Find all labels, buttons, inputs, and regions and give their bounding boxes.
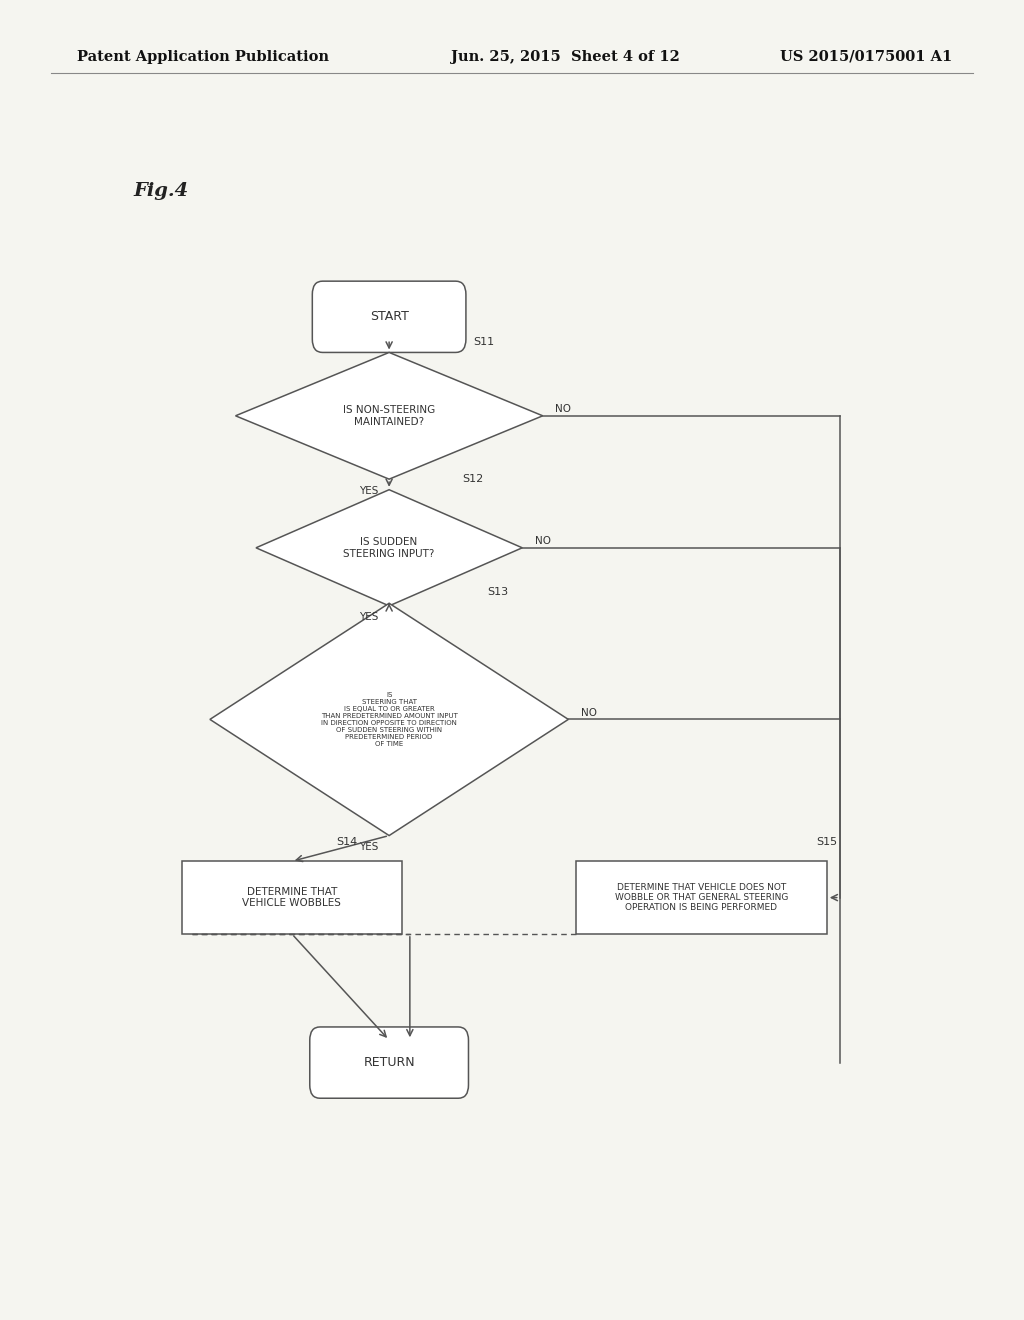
Bar	[182, 862, 401, 935]
Text: Jun. 25, 2015  Sheet 4 of 12: Jun. 25, 2015 Sheet 4 of 12	[451, 50, 680, 63]
Text: US 2015/0175001 A1: US 2015/0175001 A1	[780, 50, 952, 63]
Text: S15: S15	[817, 837, 838, 847]
Text: IS SUDDEN
STEERING INPUT?: IS SUDDEN STEERING INPUT?	[343, 537, 435, 558]
FancyBboxPatch shape	[312, 281, 466, 352]
Text: RETURN: RETURN	[364, 1056, 415, 1069]
Text: YES: YES	[359, 612, 379, 623]
Text: NO: NO	[535, 536, 551, 546]
Text: S13: S13	[487, 587, 509, 598]
Text: NO: NO	[555, 404, 571, 414]
Text: IS
STEERING THAT
IS EQUAL TO OR GREATER
THAN PREDETERMINED AMOUNT INPUT
IN DIREC: IS STEERING THAT IS EQUAL TO OR GREATER …	[321, 692, 458, 747]
Text: DETERMINE THAT VEHICLE DOES NOT
WOBBLE OR THAT GENERAL STEERING
OPERATION IS BEI: DETERMINE THAT VEHICLE DOES NOT WOBBLE O…	[614, 883, 788, 912]
Bar	[575, 862, 827, 935]
Polygon shape	[210, 603, 568, 836]
Polygon shape	[256, 490, 522, 606]
FancyBboxPatch shape	[309, 1027, 469, 1098]
Text: Patent Application Publication: Patent Application Publication	[77, 50, 329, 63]
Text: S14: S14	[336, 837, 357, 847]
Text: Fig.4: Fig.4	[133, 182, 188, 201]
Text: S11: S11	[473, 337, 495, 347]
Text: S12: S12	[463, 474, 483, 484]
Polygon shape	[236, 352, 543, 479]
Text: YES: YES	[359, 842, 379, 853]
Text: NO: NO	[581, 708, 597, 718]
Text: YES: YES	[359, 486, 379, 496]
Text: START: START	[370, 310, 409, 323]
Text: DETERMINE THAT
VEHICLE WOBBLES: DETERMINE THAT VEHICLE WOBBLES	[243, 887, 341, 908]
Text: IS NON-STEERING
MAINTAINED?: IS NON-STEERING MAINTAINED?	[343, 405, 435, 426]
